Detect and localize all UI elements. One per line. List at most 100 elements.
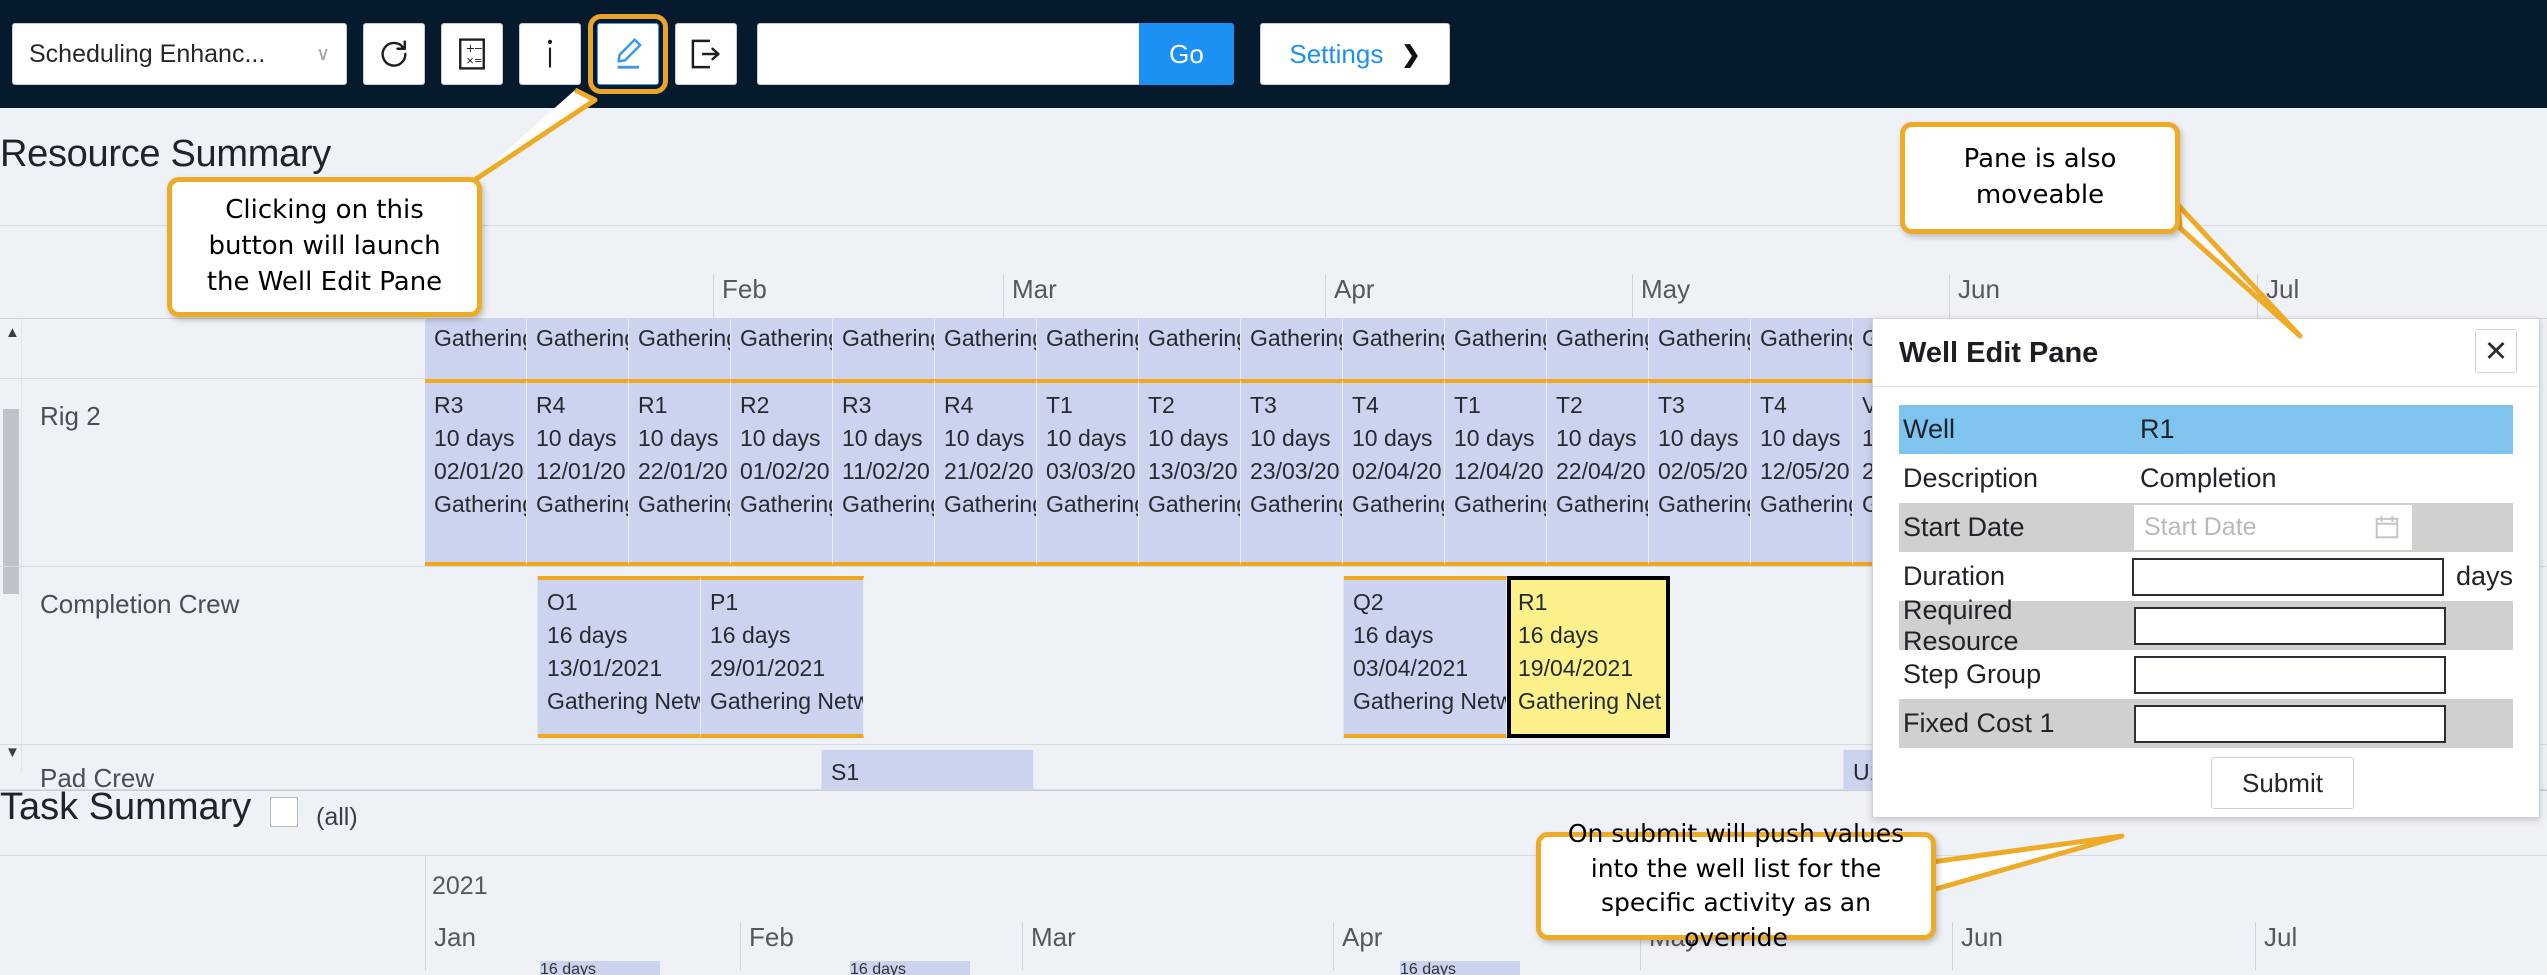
well-edit-pane[interactable]: Well Edit Pane ✕ Well R1 Description Com… xyxy=(1872,318,2540,818)
task-bar[interactable]: 16 days xyxy=(540,961,660,975)
header-cell: Gathering xyxy=(1445,319,1547,379)
month-label: Jun xyxy=(1952,922,2003,970)
gantt-cell[interactable]: Q2 16 days 03/04/2021 Gathering Netw xyxy=(1344,576,1507,738)
month-label: Jul xyxy=(2257,274,2299,319)
cell-network: Gathering xyxy=(1556,491,1649,517)
field-row-well: Well R1 xyxy=(1899,405,2513,454)
header-cell: Gathering xyxy=(1139,319,1241,379)
cell-date: 22/01/20 xyxy=(638,458,728,484)
cell-well: P1 xyxy=(710,589,739,615)
gantt-cell[interactable]: T3 10 days 23/03/20 Gathering xyxy=(1241,379,1343,566)
cell-network: Gathering xyxy=(944,491,1037,517)
field-label: Start Date xyxy=(1903,512,2025,542)
gantt-cell[interactable]: R4 10 days 21/02/20 Gathering xyxy=(935,379,1037,566)
gantt-cell[interactable]: T4 10 days 02/04/20 Gathering xyxy=(1343,379,1445,566)
field-label: Step Group xyxy=(1903,659,2042,689)
task-bar[interactable]: 16 days xyxy=(850,961,970,975)
duration-unit: days xyxy=(2455,561,2513,591)
svg-text:−: − xyxy=(474,42,483,55)
close-icon[interactable]: ✕ xyxy=(2475,329,2517,373)
cell-well: Q2 xyxy=(1353,589,1384,615)
gantt-cell[interactable]: R2 10 days 01/02/20 Gathering xyxy=(731,379,833,566)
fixed-cost-1-input[interactable] xyxy=(2134,704,2446,743)
export-icon xyxy=(691,39,720,69)
cell-network: Gathering xyxy=(1148,491,1241,517)
gantt-cell[interactable]: T1 10 days 03/03/20 Gathering xyxy=(1037,379,1139,566)
info-button[interactable] xyxy=(519,23,581,85)
required-resource-input[interactable] xyxy=(2134,606,2446,645)
search-input[interactable] xyxy=(757,23,1139,85)
month-label: May xyxy=(1632,274,1690,319)
month-label: Jan xyxy=(425,922,476,970)
gantt-cell[interactable]: T2 10 days 13/03/20 Gathering xyxy=(1139,379,1241,566)
step-group-input[interactable] xyxy=(2134,655,2446,694)
start-date-input[interactable]: Start Date xyxy=(2134,505,2412,550)
gantt-cell[interactable]: T2 10 days 22/04/20 Gathering xyxy=(1547,379,1649,566)
cell-date: 19/04/2021 xyxy=(1518,655,1634,681)
gantt-cell[interactable]: R4 10 days 12/01/20 Gathering xyxy=(527,379,629,566)
top-toolbar: Scheduling Enhanc... ∨ + − × = xyxy=(0,0,2547,108)
task-bar[interactable]: 16 days xyxy=(1400,961,1520,975)
calculate-button[interactable]: + − × = xyxy=(441,23,503,85)
chevron-down-icon: ∨ xyxy=(316,43,330,65)
resource-name: Pad Crew xyxy=(40,763,155,790)
project-select-label: Scheduling Enhanc... xyxy=(29,39,266,68)
field-value: R1 xyxy=(2140,414,2175,444)
refresh-icon xyxy=(381,40,407,67)
cell-well: T4 xyxy=(1760,392,1787,418)
cell-network: Gathering Net xyxy=(1518,688,1662,714)
chevron-right-icon: ❯ xyxy=(1401,40,1421,67)
header-cell: Gathering xyxy=(527,319,629,379)
gantt-header-strip: Gathering Gathering Gathering Gathering … xyxy=(425,319,1915,379)
resource-summary-heading: Resource Summary xyxy=(0,133,331,175)
vertical-scrollbar[interactable]: ▲ ▼ xyxy=(0,319,22,771)
svg-text:=: = xyxy=(474,55,483,67)
gantt-cell[interactable]: O1 16 days 13/01/2021 Gathering Netw xyxy=(538,576,701,738)
gantt-cell[interactable]: T4 10 days 12/05/20 Gathering xyxy=(1751,379,1853,566)
cell-date: 29/01/2021 xyxy=(710,655,826,681)
gantt-empty-cell[interactable] xyxy=(425,750,822,789)
cell-well: R4 xyxy=(536,392,566,418)
cell-date: 11/02/20 xyxy=(842,458,930,484)
gantt-cell-selected[interactable]: R1 16 days 19/04/2021 Gathering Net xyxy=(1507,576,1670,738)
gantt-cell[interactable]: R3 10 days 02/01/20 Gathering xyxy=(425,379,527,566)
scroll-up-arrow[interactable]: ▲ xyxy=(5,324,20,341)
header-cell: Gathering xyxy=(1547,319,1649,379)
all-checkbox[interactable] xyxy=(270,797,298,827)
gantt-cell[interactable]: R3 10 days 11/02/20 Gathering xyxy=(833,379,935,566)
project-select[interactable]: Scheduling Enhanc... ∨ xyxy=(12,23,347,85)
field-label: Duration xyxy=(1903,561,2006,591)
duration-input[interactable] xyxy=(2131,557,2444,596)
cell-well: R2 xyxy=(740,392,770,418)
gantt-cell[interactable]: T1 10 days 12/04/20 Gathering xyxy=(1445,379,1547,566)
cell-network: Gathering xyxy=(434,491,527,517)
cell-date: 23/03/20 xyxy=(1250,458,1340,484)
calendar-icon[interactable] xyxy=(2374,514,2400,547)
scroll-thumb[interactable] xyxy=(3,409,19,594)
refresh-button[interactable] xyxy=(363,23,425,85)
submit-button[interactable]: Submit xyxy=(2211,757,2354,809)
gantt-empty-cell[interactable] xyxy=(864,576,1344,738)
cell-network: Gathering xyxy=(536,491,629,517)
go-button[interactable]: Go xyxy=(1139,23,1234,85)
cell-date: 02/01/20 xyxy=(434,458,524,484)
well-edit-pane-header[interactable]: Well Edit Pane ✕ xyxy=(1873,319,2539,387)
settings-button[interactable]: Settings ❯ xyxy=(1260,23,1450,85)
cell-well: T2 xyxy=(1556,392,1583,418)
field-row-description: Description Completion xyxy=(1899,454,2513,503)
gantt-cell[interactable]: P1 16 days 29/01/2021 Gathering Netw xyxy=(701,576,864,738)
resource-row-rig2[interactable]: Rig 2 R3 10 days 02/01/20 Gathering R4 1… xyxy=(0,379,2547,567)
callout-edit-button: Clicking on this button will launch the … xyxy=(167,177,482,317)
gantt-empty-cell[interactable] xyxy=(1034,750,1844,789)
export-button[interactable] xyxy=(675,23,737,85)
gantt-cell[interactable]: T3 10 days 02/05/20 Gathering xyxy=(1649,379,1751,566)
gantt-cell[interactable]: R1 10 days 22/01/20 Gathering xyxy=(629,379,731,566)
scroll-down-arrow[interactable]: ▼ xyxy=(5,744,20,761)
cell-well: T3 xyxy=(1658,392,1685,418)
cell-date: 21/02/20 xyxy=(944,458,1034,484)
well-edit-button[interactable] xyxy=(597,23,659,85)
cell-network: Gathering xyxy=(740,491,833,517)
gantt-empty-cell[interactable] xyxy=(425,576,538,738)
cell-duration: 10 days xyxy=(1148,425,1229,451)
gantt-cell[interactable]: S1 xyxy=(822,750,1034,789)
